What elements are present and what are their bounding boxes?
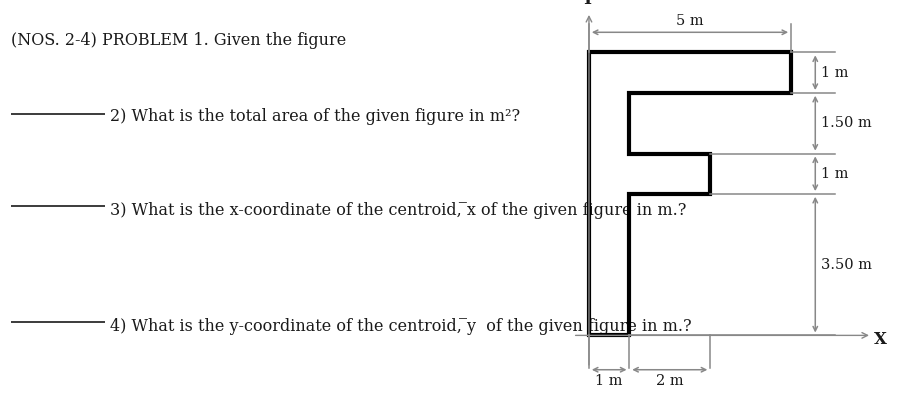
Text: (NOS. 2-4) PROBLEM 1. Given the figure: (NOS. 2-4) PROBLEM 1. Given the figure (11, 32, 346, 49)
Text: 1.50 m: 1.50 m (822, 116, 872, 130)
Text: 1 m: 1 m (595, 374, 623, 388)
Text: X: X (874, 331, 887, 348)
Text: 2 m: 2 m (656, 374, 684, 388)
Text: 3) What is the x-coordinate of the centroid, ̅x of the given figure in m.?: 3) What is the x-coordinate of the centr… (110, 202, 686, 219)
Text: 1 m: 1 m (822, 167, 849, 181)
Text: 2) What is the total area of the given figure in m²?: 2) What is the total area of the given f… (110, 108, 520, 125)
Text: 4) What is the y-coordinate of the centroid, ̅y  of the given figure in m.?: 4) What is the y-coordinate of the centr… (110, 318, 691, 335)
Text: 1 m: 1 m (822, 66, 849, 80)
Text: 5 m: 5 m (676, 14, 704, 28)
Text: 3.50 m: 3.50 m (822, 258, 872, 272)
Text: Y: Y (581, 0, 593, 8)
